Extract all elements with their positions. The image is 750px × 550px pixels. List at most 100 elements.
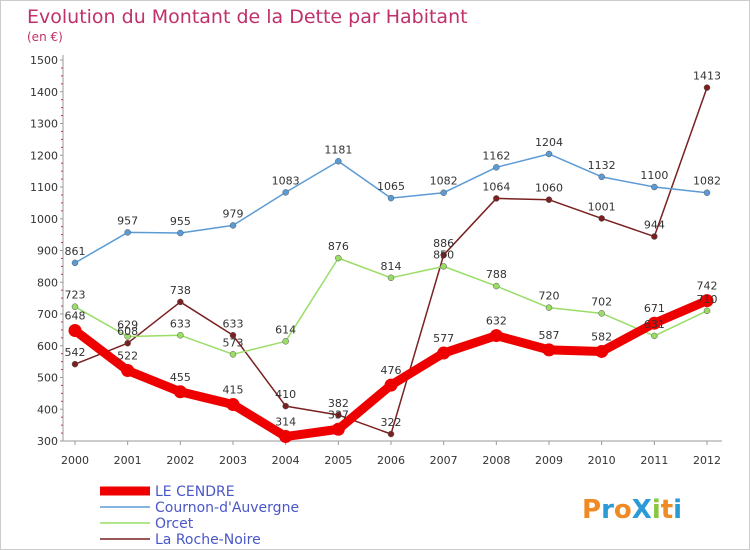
data-point <box>493 282 500 290</box>
x-tick-label: 2005 <box>324 454 352 467</box>
data-point <box>282 189 289 196</box>
data-point <box>229 222 237 229</box>
data-label: 861 <box>65 245 86 258</box>
data-label: 633 <box>170 317 191 330</box>
y-tick-label: 600 <box>37 340 58 353</box>
logo-letter: P <box>582 495 601 525</box>
data-point <box>598 215 605 222</box>
data-point <box>387 430 395 438</box>
data-label: 1082 <box>430 175 458 188</box>
data-label: 632 <box>486 315 507 328</box>
data-point <box>124 333 131 340</box>
data-label: 415 <box>223 383 244 396</box>
data-label: 702 <box>591 295 612 308</box>
series-layer <box>68 84 714 444</box>
y-tick-label: 900 <box>37 245 58 258</box>
data-point <box>440 251 447 259</box>
data-label: 1100 <box>640 169 668 182</box>
logo-letter: r <box>601 495 614 525</box>
data-label: 476 <box>381 364 402 377</box>
data-label: 671 <box>644 302 665 315</box>
data-point <box>700 294 714 308</box>
x-tick-label: 2011 <box>640 454 668 467</box>
data-label: 314 <box>275 416 296 429</box>
data-point <box>71 259 79 267</box>
data-point <box>437 346 451 360</box>
x-tick-label: 2009 <box>535 454 563 467</box>
x-tick-label: 2010 <box>588 454 616 467</box>
x-tick-label: 2000 <box>61 454 89 467</box>
data-point <box>124 229 131 236</box>
data-point <box>545 150 553 158</box>
data-point <box>387 194 395 202</box>
data-label: 542 <box>65 346 86 359</box>
data-label: 1001 <box>588 200 616 213</box>
data-label: 410 <box>275 388 296 401</box>
data-label: 633 <box>223 317 244 330</box>
data-label: 850 <box>433 248 454 261</box>
legend-label: Cournon-d'Auvergne <box>155 500 299 516</box>
data-label: 876 <box>328 240 349 253</box>
data-point <box>335 158 342 165</box>
legend-label: LE CENDRE <box>155 484 235 500</box>
data-label: 1060 <box>535 182 563 195</box>
data-label: 979 <box>223 207 244 220</box>
y-tick-label: 400 <box>37 403 58 416</box>
data-point <box>177 229 184 237</box>
data-label: 648 <box>65 310 86 323</box>
data-label: 455 <box>170 371 191 384</box>
data-point <box>282 402 289 410</box>
y-tick-label: 1400 <box>30 86 58 99</box>
data-point <box>703 307 711 315</box>
data-point <box>647 316 661 330</box>
data-label: 608 <box>117 325 138 338</box>
data-label: 629 <box>117 319 138 332</box>
data-point <box>384 378 398 392</box>
data-point <box>703 189 711 196</box>
data-point <box>121 364 135 378</box>
data-label: 614 <box>275 323 296 336</box>
logo-letter: i <box>673 495 682 525</box>
x-tick-label: 2004 <box>272 454 300 467</box>
data-point <box>124 339 131 347</box>
data-label: 1065 <box>377 180 405 193</box>
data-label: 337 <box>328 408 349 421</box>
data-label: 1181 <box>324 143 352 156</box>
data-label: 587 <box>539 329 560 342</box>
logo-letter: t <box>661 495 673 525</box>
data-point <box>651 332 658 340</box>
data-label: 1083 <box>272 174 300 187</box>
y-tick-label: 700 <box>37 308 58 321</box>
data-label: 742 <box>697 280 718 293</box>
data-point <box>226 397 240 411</box>
logo-letter: X <box>632 495 652 525</box>
data-point <box>651 233 658 240</box>
chart-title: Evolution du Montant de la Dette par Hab… <box>27 6 468 28</box>
logo-letter: i <box>652 495 661 525</box>
x-tick-label: 2012 <box>693 454 721 467</box>
data-label: 631 <box>644 318 665 331</box>
proxiti-logo: ProXiti <box>582 495 682 525</box>
data-label: 814 <box>381 260 402 273</box>
data-label: 1132 <box>588 159 616 172</box>
data-point <box>440 189 447 196</box>
data-point <box>71 303 79 310</box>
legend-label: La Roche-Noire <box>155 532 261 548</box>
data-point <box>387 274 395 282</box>
data-point <box>489 329 503 343</box>
data-point <box>177 298 184 306</box>
data-label: 573 <box>223 336 244 349</box>
data-point <box>335 411 342 419</box>
data-label: 1162 <box>482 149 510 162</box>
data-point <box>282 338 289 345</box>
data-label: 582 <box>591 330 612 343</box>
x-tick-label: 2007 <box>430 454 458 467</box>
data-point <box>493 164 500 171</box>
x-tick-label: 2006 <box>377 454 405 467</box>
y-tick-label: 1000 <box>30 213 58 226</box>
data-label: 738 <box>170 284 191 297</box>
data-point <box>595 344 609 358</box>
